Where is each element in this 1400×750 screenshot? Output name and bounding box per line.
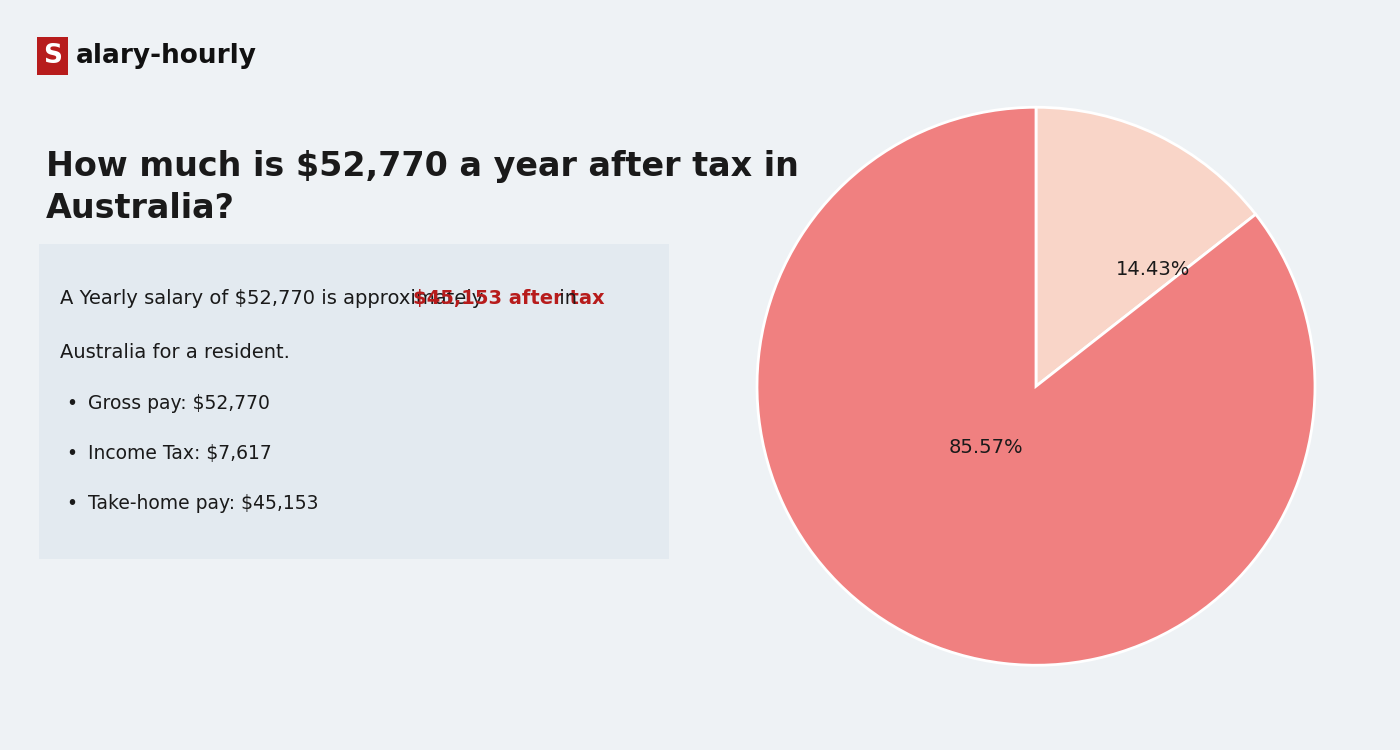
Text: 85.57%: 85.57% bbox=[948, 438, 1023, 458]
Text: A Yearly salary of $52,770 is approximately: A Yearly salary of $52,770 is approximat… bbox=[59, 289, 489, 308]
Text: S: S bbox=[43, 44, 62, 69]
Text: •: • bbox=[67, 444, 77, 463]
Text: Income Tax: $7,617: Income Tax: $7,617 bbox=[87, 444, 272, 463]
Text: in: in bbox=[553, 289, 577, 308]
Wedge shape bbox=[757, 107, 1315, 665]
Text: Australia for a resident.: Australia for a resident. bbox=[59, 343, 290, 362]
Text: alary-hourly: alary-hourly bbox=[76, 44, 256, 69]
Text: Take-home pay: $45,153: Take-home pay: $45,153 bbox=[87, 494, 318, 513]
Text: How much is $52,770 a year after tax in
Australia?: How much is $52,770 a year after tax in … bbox=[45, 150, 798, 225]
Wedge shape bbox=[1036, 107, 1256, 386]
Text: •: • bbox=[67, 494, 77, 513]
Text: 14.43%: 14.43% bbox=[1116, 260, 1190, 278]
Text: Gross pay: $52,770: Gross pay: $52,770 bbox=[87, 394, 269, 412]
FancyBboxPatch shape bbox=[39, 244, 669, 559]
Text: •: • bbox=[67, 394, 77, 412]
Text: $45,153 after tax: $45,153 after tax bbox=[413, 289, 605, 308]
